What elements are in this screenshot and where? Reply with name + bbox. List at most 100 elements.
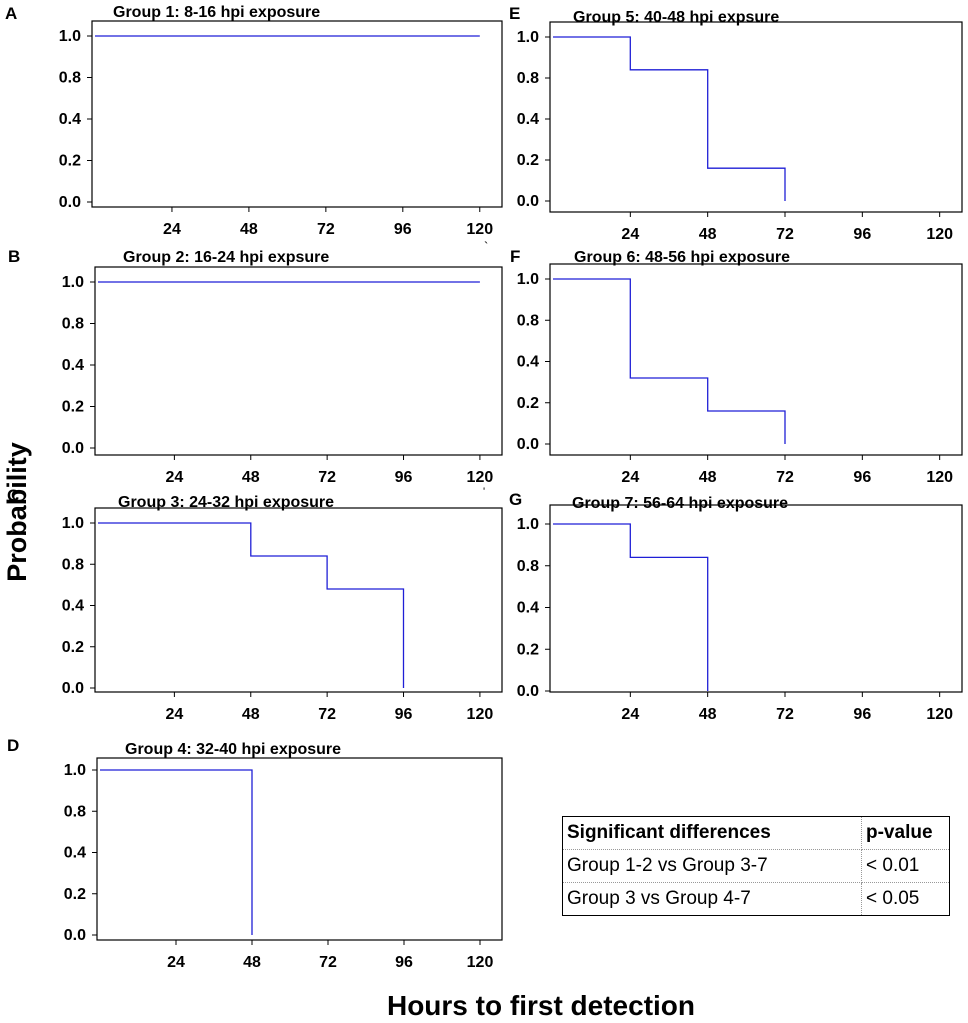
table-row: Group 1-2 vs Group 3-7 < 0.01 — [562, 849, 950, 883]
panel-letter: G — [509, 490, 522, 509]
series-line — [553, 523, 709, 691]
x-axis-label: Hours to first detection — [387, 990, 695, 1021]
y-tick-label: 0.8 — [62, 316, 84, 333]
panel-title: Group 6: 48-56 hpi exposure — [574, 249, 790, 266]
significance-table: Significant differences p-value Group 1-… — [562, 816, 950, 916]
y-tick-label: 0.2 — [64, 886, 86, 903]
panel-letter: C — [7, 486, 19, 505]
y-tick-label: 0.2 — [517, 395, 539, 412]
x-tick-label: 96 — [853, 706, 871, 723]
y-tick-label: 0.2 — [517, 152, 539, 169]
y-tick-label: 0.2 — [59, 153, 81, 170]
panel-title: Group 5: 40-48 hpi expsure — [573, 9, 779, 26]
panel-title: Group 3: 24-32 hpi exposure — [118, 494, 334, 511]
y-tick-label: 0.8 — [59, 70, 81, 87]
x-tick-label: 120 — [467, 469, 494, 486]
x-tick-label: 72 — [317, 221, 335, 238]
table-cell: < 0.01 — [861, 849, 950, 883]
x-tick-label: 96 — [853, 226, 871, 243]
y-tick-label: 1.0 — [64, 762, 86, 779]
plot-frame — [96, 757, 503, 941]
panel-letter: A — [5, 4, 17, 23]
y-tick-label: 1.0 — [517, 516, 539, 533]
x-tick-label: 120 — [926, 226, 953, 243]
stray-mark: ` — [484, 239, 488, 254]
x-tick-label: 24 — [163, 221, 181, 238]
y-tick-label: 0.2 — [62, 639, 84, 656]
panel-title: Group 1: 8-16 hpi exposure — [113, 4, 320, 21]
x-tick-label: 96 — [394, 221, 412, 238]
x-tick-label: 48 — [243, 954, 261, 971]
y-tick-label: 0.8 — [517, 312, 539, 329]
stray-mark: ' — [483, 486, 485, 498]
x-tick-label: 48 — [699, 706, 717, 723]
x-tick-label: 24 — [621, 706, 639, 723]
panel-letter: F — [510, 247, 520, 266]
y-tick-label: 0.0 — [62, 680, 84, 697]
x-tick-label: 72 — [318, 469, 336, 486]
plot-frame — [91, 20, 503, 208]
panel-letter: E — [509, 4, 520, 23]
x-tick-label: 48 — [242, 706, 260, 723]
y-tick-label: 1.0 — [62, 274, 84, 291]
plot-frame — [94, 507, 503, 693]
plot-frame — [549, 504, 963, 693]
y-tick-label: 0.2 — [62, 399, 84, 416]
panel-letter: D — [7, 736, 19, 755]
x-tick-label: 96 — [853, 469, 871, 486]
y-tick-label: 1.0 — [62, 515, 84, 532]
x-tick-label: 96 — [395, 706, 413, 723]
x-tick-label: 120 — [467, 954, 494, 971]
y-tick-label: 1.0 — [517, 271, 539, 288]
y-tick-label: 0.4 — [62, 357, 84, 374]
table-cell: Group 3 vs Group 4-7 — [562, 882, 862, 916]
y-tick-label: 1.0 — [59, 28, 81, 45]
y-tick-label: 0.4 — [517, 354, 539, 371]
panel-title: Group 4: 32-40 hpi exposure — [125, 741, 341, 758]
y-tick-label: 0.8 — [517, 70, 539, 87]
y-tick-label: 0.0 — [62, 440, 84, 457]
x-tick-label: 24 — [621, 469, 639, 486]
x-tick-label: 120 — [466, 221, 493, 238]
x-tick-label: 72 — [776, 469, 794, 486]
y-tick-label: 0.0 — [517, 193, 539, 210]
series-line — [553, 278, 786, 444]
table-header-cell: Significant differences — [562, 816, 862, 850]
y-tick-label: 1.0 — [517, 29, 539, 46]
x-tick-label: 48 — [699, 469, 717, 486]
plot-frame — [94, 266, 503, 456]
x-tick-label: 96 — [395, 469, 413, 486]
x-tick-label: 24 — [165, 469, 183, 486]
x-tick-label: 120 — [926, 706, 953, 723]
x-tick-label: 48 — [699, 226, 717, 243]
table-cell: < 0.05 — [866, 888, 920, 909]
y-tick-label: 0.0 — [517, 683, 539, 700]
plot-frame — [549, 21, 963, 213]
y-tick-label: 0.4 — [64, 845, 86, 862]
y-axis-label: Probability — [2, 442, 32, 582]
y-tick-label: 0.4 — [62, 598, 84, 615]
y-tick-label: 0.4 — [517, 600, 539, 617]
x-tick-label: 72 — [776, 706, 794, 723]
y-tick-label: 0.0 — [64, 927, 86, 944]
y-tick-label: 0.8 — [62, 556, 84, 573]
x-tick-label: 120 — [926, 469, 953, 486]
y-tick-label: 0.0 — [59, 194, 81, 211]
y-tick-label: 0.4 — [59, 111, 81, 128]
x-tick-label: 96 — [395, 954, 413, 971]
x-tick-label: 72 — [319, 954, 337, 971]
table-header-row: Significant differences p-value — [562, 816, 950, 850]
table-cell: Group 1-2 vs Group 3-7 — [562, 849, 862, 883]
series-line — [553, 36, 786, 201]
x-tick-label: 120 — [467, 706, 494, 723]
x-tick-label: 24 — [621, 226, 639, 243]
plot-frame — [549, 263, 963, 456]
x-tick-label: 24 — [167, 954, 185, 971]
y-tick-label: 0.0 — [517, 436, 539, 453]
y-tick-label: 0.2 — [517, 641, 539, 658]
y-tick-label: 0.4 — [517, 111, 539, 128]
panel-title: Group 2: 16-24 hpi expsure — [123, 249, 329, 266]
panel-title: Group 7: 56-64 hpi exposure — [572, 495, 788, 512]
x-tick-label: 72 — [776, 226, 794, 243]
